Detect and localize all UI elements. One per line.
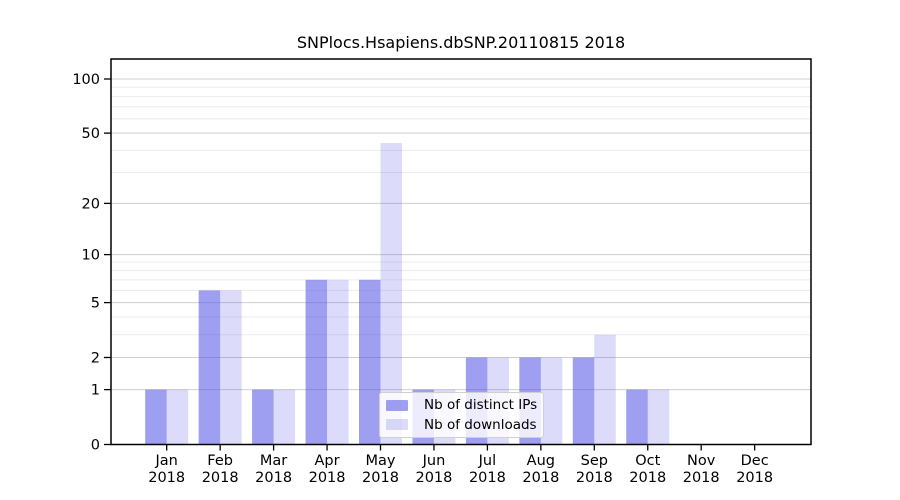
y-tick-label: 100 (72, 72, 100, 88)
x-tick-label-year: 2018 (202, 470, 239, 486)
bar-distinct-ips (305, 279, 328, 445)
x-tick-label-month: Jun (422, 453, 446, 469)
x-tick-label-month: Sep (581, 453, 608, 469)
x-tick-label-month: Jul (478, 453, 497, 469)
x-tick-label-year: 2018 (362, 470, 399, 486)
bar-distinct-ips (626, 389, 648, 445)
x-tick-label-year: 2018 (469, 470, 506, 486)
y-tick-label: 20 (82, 196, 100, 212)
x-tick-label-year: 2018 (683, 470, 720, 486)
bar-distinct-ips (252, 389, 274, 445)
x-tick-label-month: Aug (527, 453, 555, 469)
bar-distinct-ips (359, 279, 381, 445)
chart-title: SNPlocs.Hsapiens.dbSNP.20110815 2018 (296, 33, 626, 52)
y-tick-label: 50 (82, 126, 100, 142)
y-tick-label: 0 (91, 438, 100, 454)
x-tick-label-month: Apr (315, 453, 340, 469)
bar-downloads (540, 357, 563, 445)
bar-distinct-ips (198, 290, 221, 445)
legend: Nb of distinct IPs Nb of downloads (379, 392, 544, 438)
legend-item-distinct-ips: Nb of distinct IPs (386, 396, 537, 415)
x-tick-label-month: Mar (260, 453, 287, 469)
legend-swatch-downloads (386, 419, 408, 431)
bar-downloads (327, 279, 349, 445)
bar-downloads (220, 290, 242, 445)
x-tick-label-year: 2018 (576, 470, 613, 486)
x-tick-label-month: Dec (741, 453, 769, 469)
x-tick-label-month: Jan (155, 453, 178, 469)
bar-distinct-ips (572, 357, 595, 445)
x-tick-label-year: 2018 (736, 470, 773, 486)
y-tick-label: 1 (91, 383, 100, 399)
x-tick-label-year: 2018 (255, 470, 292, 486)
bar-downloads (166, 389, 189, 445)
legend-label-distinct-ips: Nb of distinct IPs (424, 397, 538, 414)
legend-item-downloads: Nb of downloads (386, 415, 537, 434)
x-tick-label-year: 2018 (415, 470, 452, 486)
x-tick-label-month: Oct (635, 453, 660, 469)
legend-label-downloads: Nb of downloads (424, 416, 537, 433)
legend-swatch-distinct-ips (386, 399, 408, 411)
y-tick-label: 2 (91, 351, 100, 367)
x-tick-label-year: 2018 (148, 470, 185, 486)
y-tick-label: 5 (91, 296, 100, 312)
x-tick-label-month: May (366, 453, 396, 469)
bar-downloads (380, 143, 402, 445)
x-tick-label-month: Feb (207, 453, 233, 469)
bar-downloads (273, 389, 296, 445)
x-tick-label-year: 2018 (629, 470, 666, 486)
y-tick-label: 10 (82, 248, 100, 264)
plot-border (110, 58, 812, 446)
x-tick-label-year: 2018 (309, 470, 346, 486)
x-tick-label-year: 2018 (522, 470, 559, 486)
bar-distinct-ips (145, 389, 167, 445)
bar-downloads (647, 389, 670, 445)
bar-downloads (594, 334, 616, 445)
x-tick-label-month: Nov (687, 453, 716, 469)
